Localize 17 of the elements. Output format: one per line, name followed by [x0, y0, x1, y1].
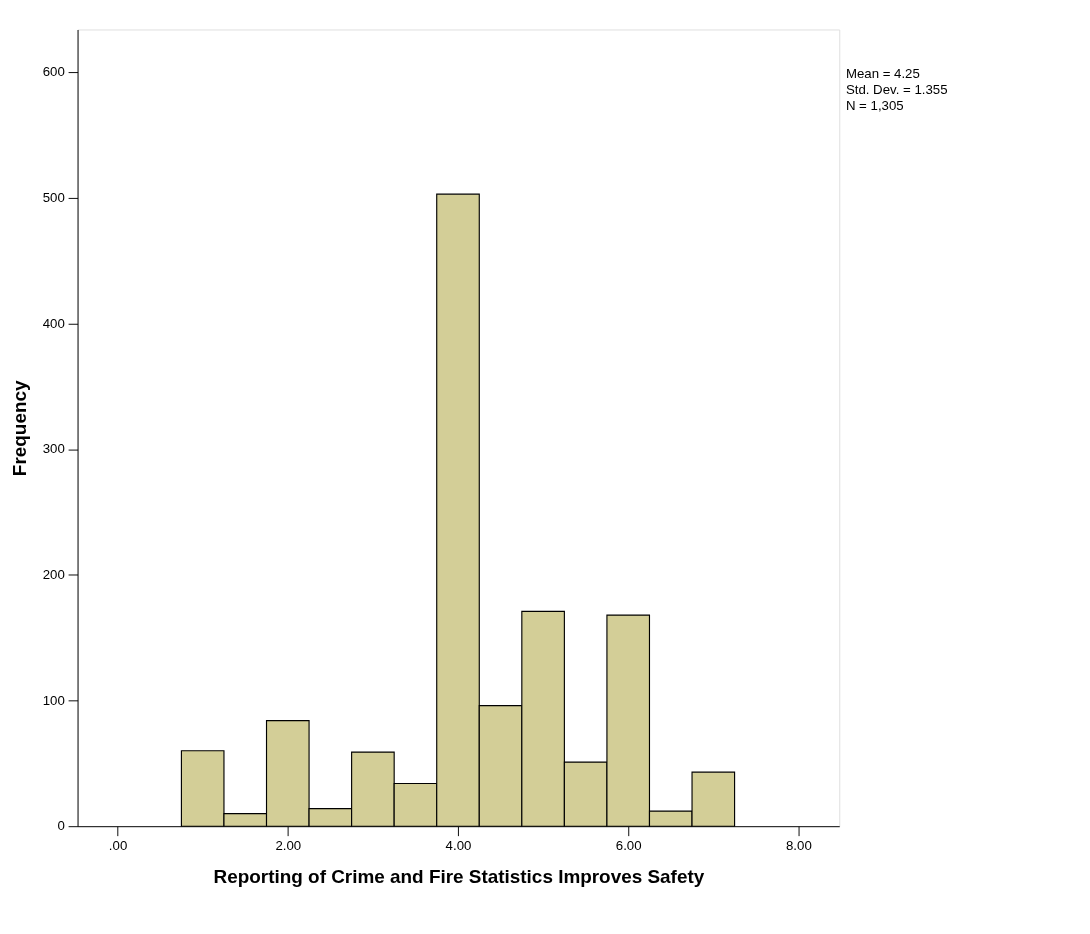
y-tick-label: 200 [42, 567, 65, 583]
y-tick-label: 500 [42, 190, 65, 206]
y-tick-label: 300 [42, 441, 65, 457]
text: N = 1,305 [845, 97, 904, 113]
text: Mean = 4.25 [845, 65, 920, 81]
x-tick-label: .00 [108, 838, 128, 854]
y-tick-label: 600 [42, 64, 65, 80]
x-tick-label: 6.00 [615, 838, 642, 854]
text: Std. Dev. = 1.355 [845, 81, 948, 97]
x-tick-label: 8.00 [786, 838, 812, 854]
y-tick-label: 0 [57, 818, 65, 834]
x-axis-title: Reporting of Crime and Fire Statistics Improves Safety [213, 866, 705, 888]
y-axis-title: Frequency [8, 380, 30, 477]
y-tick-label: 100 [42, 692, 65, 708]
x-tick-label: 2.00 [275, 838, 302, 854]
y-tick-label: 400 [42, 315, 65, 331]
x-tick-label: 4.00 [445, 838, 472, 854]
